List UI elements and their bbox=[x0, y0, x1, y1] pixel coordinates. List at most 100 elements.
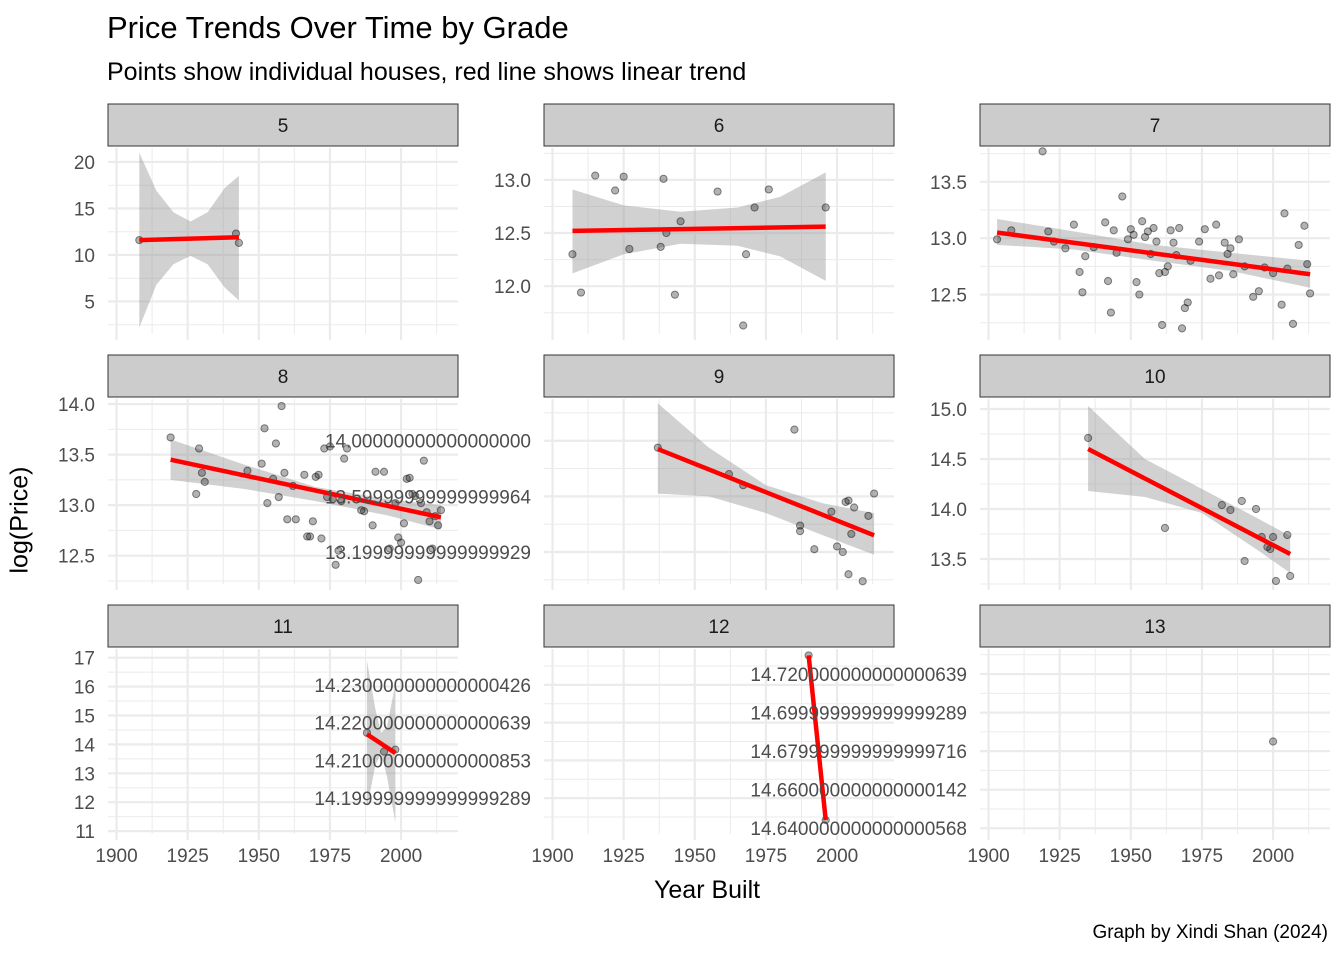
house-point bbox=[1271, 576, 1281, 586]
house-point bbox=[325, 442, 335, 451]
house-point bbox=[396, 538, 406, 547]
y-tick-label: 11 bbox=[75, 822, 95, 843]
house-point bbox=[305, 532, 315, 541]
house-point bbox=[1106, 308, 1115, 317]
house-point bbox=[827, 507, 836, 516]
house-point bbox=[1268, 532, 1278, 542]
house-point bbox=[371, 467, 380, 476]
chart-subtitle: Points show individual houses, red line … bbox=[107, 58, 747, 86]
house-point bbox=[841, 497, 850, 507]
house-point bbox=[1268, 737, 1278, 746]
house-point bbox=[1251, 504, 1261, 514]
x-tick-label: 2000 bbox=[380, 846, 422, 867]
house-point bbox=[1206, 274, 1215, 283]
house-point bbox=[790, 425, 799, 434]
house-point bbox=[1288, 319, 1298, 328]
house-point bbox=[271, 439, 280, 448]
house-point bbox=[750, 203, 759, 212]
house-point bbox=[670, 290, 679, 299]
house-point bbox=[1123, 235, 1133, 244]
house-point bbox=[402, 474, 411, 483]
facet-strip bbox=[107, 354, 459, 398]
house-point bbox=[1135, 290, 1144, 299]
y-tick-label: 20 bbox=[74, 153, 95, 174]
x-tick-label: 1950 bbox=[674, 846, 716, 867]
trend-line bbox=[1087, 447, 1292, 556]
y-tick-label: 16 bbox=[74, 678, 95, 699]
y-tick-label: 14.660000000000000142 bbox=[750, 781, 967, 802]
house-point bbox=[739, 321, 748, 330]
house-point bbox=[795, 521, 805, 530]
y-tick-label: 14.699999999999999289 bbox=[750, 704, 967, 725]
house-point bbox=[194, 444, 204, 453]
confidence-ribbon bbox=[657, 403, 875, 555]
house-point bbox=[1155, 269, 1164, 278]
house-point bbox=[1158, 320, 1167, 330]
y-tick-label: 14.640000000000000568 bbox=[750, 819, 967, 840]
x-tick-label: 1900 bbox=[967, 846, 1009, 867]
facet-panel-13: 13 14.640000000000000568 14.66000000000000… bbox=[750, 604, 1331, 867]
y-tick-label: 17 bbox=[74, 649, 95, 670]
y-tick-label: 13.19999999999999929 bbox=[325, 543, 531, 564]
house-point bbox=[1126, 225, 1135, 234]
house-point bbox=[659, 174, 668, 183]
house-point bbox=[192, 489, 201, 499]
house-point bbox=[1280, 209, 1289, 218]
house-point bbox=[1101, 218, 1110, 227]
y-tick-label: 13.0 bbox=[494, 171, 531, 192]
trend-line bbox=[656, 446, 875, 538]
house-point bbox=[1223, 249, 1232, 259]
y-tick-label: 14.0 bbox=[58, 395, 95, 416]
house-point bbox=[1149, 223, 1158, 233]
house-point bbox=[1212, 220, 1221, 229]
house-point bbox=[810, 545, 819, 554]
house-point bbox=[1277, 300, 1286, 309]
house-point bbox=[303, 532, 312, 541]
facet-strip-label: 5 bbox=[278, 116, 289, 137]
y-tick-label: 14.5 bbox=[930, 450, 967, 471]
house-point bbox=[1081, 252, 1090, 261]
house-point bbox=[844, 496, 853, 505]
house-point bbox=[1166, 226, 1175, 235]
house-point bbox=[568, 250, 577, 259]
house-point bbox=[342, 444, 352, 453]
house-point bbox=[419, 456, 428, 465]
house-point bbox=[1249, 292, 1258, 301]
y-tick-label: 12.5 bbox=[58, 547, 95, 568]
house-point bbox=[832, 542, 842, 551]
house-point bbox=[1084, 433, 1093, 443]
facet-strip-label: 8 bbox=[278, 367, 289, 388]
house-point bbox=[764, 185, 773, 194]
house-point bbox=[1140, 232, 1150, 242]
house-point bbox=[1200, 225, 1209, 234]
house-point bbox=[1078, 288, 1087, 297]
house-point bbox=[619, 172, 628, 181]
y-tick-label: 13.5 bbox=[58, 446, 95, 467]
house-point bbox=[300, 470, 309, 479]
y-tick-label: 13.5 bbox=[930, 550, 967, 571]
house-point bbox=[1044, 227, 1053, 236]
house-point bbox=[408, 489, 417, 499]
y-tick-label: 10 bbox=[74, 246, 95, 267]
house-point bbox=[1163, 262, 1172, 271]
x-tick-label: 1900 bbox=[531, 846, 573, 867]
facet-panel-10: 10 13.5 14.0 14.5 15.0 bbox=[930, 354, 1331, 590]
chart-title: Price Trends Over Time by Grade bbox=[107, 10, 569, 45]
facet-panel-11: 11 11 12 13 14 15 16 17 1900 1925 1950 1975 2000 bbox=[74, 604, 459, 867]
house-point bbox=[308, 517, 317, 526]
house-point bbox=[741, 250, 751, 259]
facet-panel-7: 7 12.5 13.0 13.5 bbox=[930, 103, 1331, 340]
x-tick-label: 1950 bbox=[1110, 846, 1152, 867]
facet-strip-label: 6 bbox=[714, 116, 725, 137]
house-point bbox=[340, 454, 349, 463]
y-tick-label: 12.5 bbox=[930, 286, 967, 307]
trend-line bbox=[170, 457, 442, 520]
house-point bbox=[274, 492, 283, 502]
house-point bbox=[385, 544, 394, 553]
house-point bbox=[428, 544, 437, 553]
facet-strip-label: 9 bbox=[714, 367, 725, 388]
house-point bbox=[1286, 571, 1295, 581]
house-point bbox=[1129, 230, 1138, 239]
house-point bbox=[850, 503, 859, 512]
x-tick-label: 1975 bbox=[309, 846, 351, 867]
